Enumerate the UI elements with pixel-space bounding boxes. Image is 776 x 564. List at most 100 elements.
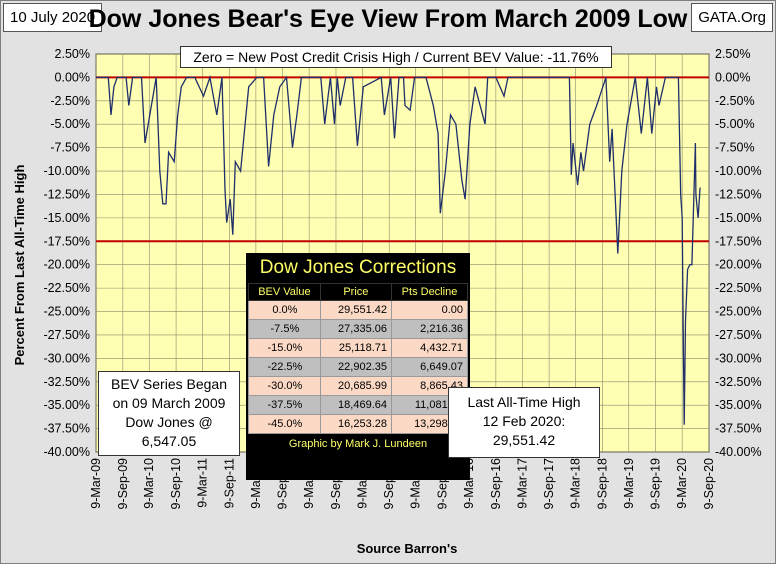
table-credit: Graphic by Mark J. Lundeen (288, 438, 428, 450)
table-cell: 25,118.71 (319, 338, 392, 358)
table-header: Price (319, 283, 392, 301)
y-tick-label: -17.50% (43, 234, 90, 248)
x-tick-label: 9-Mar-10 (142, 458, 156, 509)
table-cell: 29,551.42 (319, 300, 392, 320)
table-cell: 0.00 (390, 300, 469, 320)
table-cell: 22,902.35 (319, 357, 392, 377)
y-tick-label: -32.50% (43, 375, 90, 389)
y-tick-label: -37.50% (715, 422, 762, 436)
y-tick-label: -7.50% (715, 141, 755, 155)
table-row: -7.5% 27,335.06 2,216.36 (248, 319, 469, 339)
y-tick-label: -25.00% (43, 305, 90, 319)
y-tick-label: -27.50% (43, 328, 90, 342)
x-tick-label: 9-Sep-17 (542, 458, 556, 509)
table-cell: -30.0% (248, 376, 321, 396)
y-axis-left: 2.50% 0.00% -2.50% -5.00% -7.50% -10.00% -12.5… (43, 47, 90, 459)
x-tick-label: 9-Mar-17 (515, 458, 529, 509)
y-tick-label: -10.00% (715, 164, 762, 178)
y-tick-label: -20.00% (43, 258, 90, 272)
y-tick-label: 0.00% (715, 70, 750, 84)
table-cell: 4,432.71 (390, 338, 469, 358)
bev-series-line (96, 74, 701, 425)
y-tick-label: -30.00% (43, 351, 90, 365)
y-tick-label: -27.50% (715, 328, 762, 342)
y-axis-right: 2.50% 0.00% -2.50% -5.00% -7.50% -10.00% -12.5… (715, 47, 762, 459)
y-tick-label: -15.00% (715, 211, 762, 225)
x-tick-label: 9-Mar-09 (89, 458, 103, 509)
corrections-table: Dow Jones Corrections BEV Value Price Pt… (246, 253, 470, 480)
note-line: 29,551.42 (492, 432, 556, 448)
table-row: -22.5% 22,902.35 6,649.07 (248, 357, 469, 377)
x-axis-label: Source Barron's (357, 541, 458, 556)
x-tick-label: 9-Sep-09 (116, 458, 130, 509)
x-tick-label: 9-Mar-11 (195, 458, 209, 508)
series-start-note: BEV Series Began on 09 March 2009 Dow Jo… (98, 371, 240, 456)
table-header: Pts Decline (390, 283, 469, 301)
table-cell: 18,469.64 (319, 395, 392, 415)
x-tick-label: 9-Sep-16 (489, 458, 503, 509)
table-row: -45.0% 16,253.28 13,298.14 (248, 414, 469, 434)
y-tick-label: -40.00% (43, 445, 90, 459)
y-tick-label: -5.00% (715, 117, 755, 131)
chart-title: Dow Jones Bear's Eye View From March 200… (88, 5, 688, 33)
table-header: BEV Value (248, 283, 321, 301)
x-tick-label: 9-Sep-20 (702, 458, 716, 509)
y-tick-label: -32.50% (715, 375, 762, 389)
y-tick-label: -12.50% (43, 187, 90, 201)
note-line: Last All-Time High (467, 394, 581, 410)
table-cell: 6,649.07 (390, 357, 469, 377)
subtitle-box: Zero = New Post Credit Crisis High / Cur… (180, 46, 612, 68)
y-tick-label: 2.50% (715, 47, 750, 61)
y-tick-label: -20.00% (715, 258, 762, 272)
y-tick-label: -35.00% (43, 398, 90, 412)
y-tick-label: 2.50% (55, 47, 90, 61)
x-tick-label: 9-Sep-18 (595, 458, 609, 509)
y-tick-label: -12.50% (715, 187, 762, 201)
table-cell: -22.5% (248, 357, 321, 377)
y-tick-label: -2.50% (715, 94, 755, 108)
table-cell: 27,335.06 (319, 319, 392, 339)
x-tick-label: 9-Mar-18 (569, 458, 583, 509)
table-cell: -45.0% (248, 414, 321, 434)
y-tick-label: -17.50% (715, 234, 762, 248)
note-line: 6,547.05 (141, 433, 197, 449)
corrections-table-title: Dow Jones Corrections (259, 257, 457, 278)
brand-label: GATA.Org (691, 3, 773, 32)
note-line: on 09 March 2009 (112, 395, 226, 411)
note-line: BEV Series Began (111, 376, 227, 392)
x-tick-label: 9-Mar-19 (622, 458, 636, 509)
table-cell: 0.0% (248, 300, 321, 320)
y-tick-label: -35.00% (715, 398, 762, 412)
y-axis-label: Percent From Last All-Time High (12, 165, 27, 366)
y-tick-label: 0.00% (55, 70, 90, 84)
table-cell: 16,253.28 (319, 414, 392, 434)
y-tick-label: -5.00% (50, 117, 90, 131)
y-tick-label: -2.50% (50, 94, 90, 108)
note-line: 12 Feb 2020: (482, 413, 566, 429)
table-row: -15.0% 25,118.71 4,432.71 (248, 338, 469, 358)
y-tick-label: -7.50% (50, 141, 90, 155)
note-line: Dow Jones @ (125, 414, 213, 430)
x-tick-label: 9-Sep-19 (649, 458, 663, 509)
y-tick-label: -30.00% (715, 351, 762, 365)
y-tick-label: -15.00% (43, 211, 90, 225)
table-cell: -7.5% (248, 319, 321, 339)
x-tick-label: 9-Sep-11 (222, 458, 236, 509)
y-tick-label: -22.50% (43, 281, 90, 295)
y-tick-label: -37.50% (43, 422, 90, 436)
x-tick-label: 9-Sep-10 (169, 458, 183, 509)
table-cell: 2,216.36 (390, 319, 469, 339)
table-row: -37.5% 18,469.64 11,081.78 (248, 395, 469, 415)
table-cell: -37.5% (248, 395, 321, 415)
table-cell: 20,685.99 (319, 376, 392, 396)
table-row: -30.0% 20,685.99 8,865.43 (248, 376, 469, 396)
date-label: 10 July 2020 (3, 3, 103, 32)
y-tick-label: -40.00% (715, 445, 762, 459)
table-cell: -15.0% (248, 338, 321, 358)
y-tick-label: -25.00% (715, 305, 762, 319)
y-tick-label: -10.00% (43, 164, 90, 178)
table-row: 0.0% 29,551.42 0.00 (248, 300, 469, 320)
x-tick-label: 9-Mar-20 (675, 458, 689, 509)
all-time-high-note: Last All-Time High 12 Feb 2020: 29,551.4… (448, 387, 600, 458)
y-tick-label: -22.50% (715, 281, 762, 295)
